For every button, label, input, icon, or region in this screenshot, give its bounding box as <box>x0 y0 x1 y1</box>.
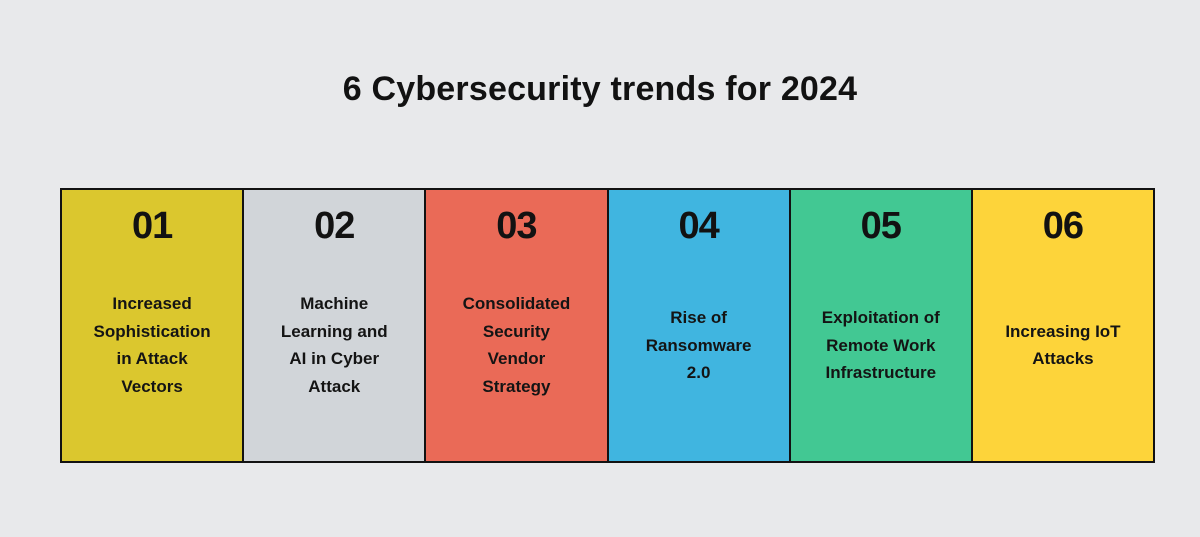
trend-label: Rise of Ransomware 2.0 <box>645 308 752 383</box>
trend-label: Increased Sophistication in Attack Vecto… <box>93 294 211 396</box>
trend-label: Machine Learning and AI in Cyber Attack <box>280 294 388 396</box>
trend-panel-04: 04 Rise of Ransomware 2.0 <box>606 188 791 463</box>
trend-panel-02: 02 Machine Learning and AI in Cyber Atta… <box>242 188 427 463</box>
trend-label: Increasing IoT Attacks <box>1005 321 1121 369</box>
trends-board: 01 Increased Sophistication in Attack Ve… <box>60 188 1156 463</box>
trend-label: Consolidated Security Vendor Strategy <box>462 294 571 396</box>
page-title: 6 Cybersecurity trends for 2024 <box>342 70 858 108</box>
trend-label: Exploitation of Remote Work Infrastructu… <box>821 308 940 383</box>
trend-panel-01: 01 Increased Sophistication in Attack Ve… <box>60 188 245 463</box>
trend-number: 02 <box>314 205 355 247</box>
trend-panel-05: 05 Exploitation of Remote Work Infrastru… <box>788 188 973 463</box>
trend-panel-06: 06 Increasing IoT Attacks <box>970 188 1156 463</box>
trend-number: 03 <box>496 205 537 247</box>
trend-number: 06 <box>1042 205 1084 247</box>
trend-number: 05 <box>860 205 902 247</box>
trend-panel-03: 03 Consolidated Security Vendor Strategy <box>424 188 609 463</box>
trend-number: 01 <box>131 205 173 247</box>
trend-number: 04 <box>678 205 719 247</box>
